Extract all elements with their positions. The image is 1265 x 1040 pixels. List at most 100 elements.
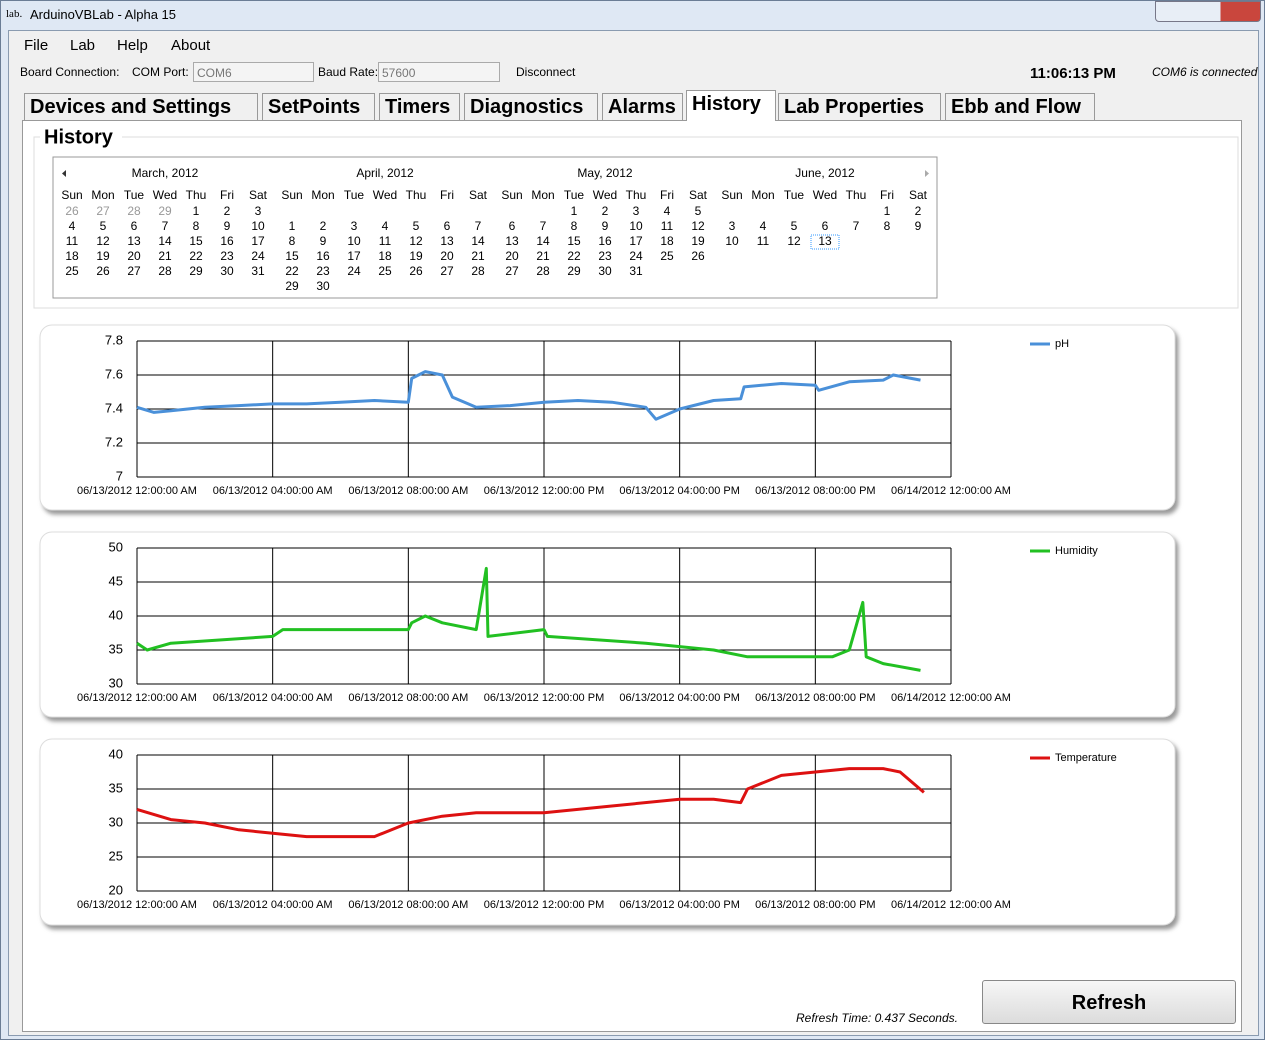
weekday: Sun (721, 188, 742, 202)
day: 1 (571, 204, 578, 218)
menu-item[interactable]: File (24, 37, 49, 54)
day-muted: 26 (65, 204, 79, 218)
com-combo[interactable]: COM6 (193, 62, 314, 82)
day: 13 (505, 234, 519, 248)
day: 12 (691, 219, 705, 233)
weekday: Sun (61, 188, 82, 202)
x-tick-label: 06/13/2012 12:00:00 PM (484, 899, 604, 911)
day: 6 (509, 219, 516, 233)
menu-item[interactable]: Help (117, 37, 148, 54)
tab[interactable]: Alarms (602, 93, 683, 120)
day: 10 (347, 234, 361, 248)
weekday: Sun (281, 188, 302, 202)
app-icon: lab. (6, 8, 23, 20)
board-label: Board Connection: (20, 65, 120, 79)
menu-item[interactable]: Lab (70, 37, 96, 54)
tab[interactable]: Timers (379, 93, 460, 120)
day: 11 (661, 219, 674, 233)
section-title: History (44, 126, 114, 148)
disconnect-button[interactable]: Disconnect (516, 65, 576, 79)
x-tick-label: 06/14/2012 12:00:00 AM (891, 485, 1011, 497)
day: 5 (413, 219, 420, 233)
calendar[interactable] (52, 156, 938, 299)
weekday: Mon (91, 188, 114, 202)
day: 29 (567, 264, 581, 278)
chart-panel (39, 531, 1176, 718)
x-tick-label: 06/13/2012 04:00:00 AM (213, 899, 333, 911)
chart-panel (39, 324, 1176, 511)
day: 27 (440, 264, 454, 278)
x-tick-label: 06/13/2012 04:00:00 AM (213, 692, 333, 704)
month-title: May, 2012 (577, 166, 632, 180)
day: 4 (382, 219, 389, 233)
tab[interactable]: SetPoints (262, 93, 375, 120)
weekday: Wed (373, 188, 397, 202)
tab[interactable]: Diagnostics (464, 93, 598, 120)
day: 28 (536, 264, 550, 278)
tab[interactable]: Devices and Settings (24, 93, 258, 120)
window-controls[interactable] (1155, 1, 1261, 22)
menu-item[interactable]: About (171, 37, 211, 54)
day: 16 (316, 249, 330, 263)
day: 6 (444, 219, 451, 233)
day: 5 (791, 219, 798, 233)
weekday: Thu (406, 188, 427, 202)
day: 18 (65, 249, 79, 263)
day: 10 (251, 219, 265, 233)
month-title: March, 2012 (132, 166, 199, 180)
day: 26 (96, 264, 110, 278)
day: 31 (251, 264, 265, 278)
day: 14 (158, 234, 172, 248)
tab[interactable]: Lab Properties (778, 93, 941, 120)
x-tick-label: 06/13/2012 08:00:00 PM (755, 899, 875, 911)
day: 27 (127, 264, 141, 278)
x-tick-label: 06/14/2012 12:00:00 AM (891, 899, 1011, 911)
day: 2 (320, 219, 327, 233)
day: 20 (505, 249, 519, 263)
day: 11 (757, 234, 770, 248)
day: 19 (691, 234, 705, 248)
calendar-next[interactable] (925, 170, 929, 177)
weekday: Tue (564, 188, 585, 202)
calendar-prev[interactable] (62, 170, 66, 177)
x-tick-label: 06/13/2012 12:00:00 AM (77, 485, 197, 497)
day: 3 (255, 204, 262, 218)
day: 10 (725, 234, 739, 248)
day: 7 (540, 219, 547, 233)
weekday: Sun (501, 188, 522, 202)
y-tick-label: 40 (109, 746, 123, 761)
day: 4 (664, 204, 671, 218)
day: 5 (100, 219, 107, 233)
day: 8 (289, 234, 296, 248)
baud-combo[interactable]: 57600 (378, 62, 500, 82)
x-tick-label: 06/13/2012 04:00:00 AM (213, 485, 333, 497)
day: 9 (320, 234, 327, 248)
weekday: Mon (531, 188, 554, 202)
weekday: Wed (813, 188, 837, 202)
weekday: Sat (469, 188, 488, 202)
day: 5 (695, 204, 702, 218)
tab[interactable]: History (686, 90, 776, 121)
day: 19 (409, 249, 423, 263)
day: 15 (567, 234, 581, 248)
day: 21 (536, 249, 550, 263)
day: 14 (471, 234, 485, 248)
day: 22 (189, 249, 203, 263)
day: 9 (602, 219, 609, 233)
day: 25 (65, 264, 79, 278)
day: 20 (440, 249, 454, 263)
refresh-button[interactable]: Refresh (982, 980, 1236, 1024)
y-tick-label: 7.8 (105, 332, 123, 347)
day: 3 (351, 219, 358, 233)
day-muted: 28 (127, 204, 141, 218)
tab[interactable]: Ebb and Flow (945, 93, 1095, 120)
day: 15 (189, 234, 203, 248)
y-tick-label: 40 (109, 607, 123, 622)
day: 19 (96, 249, 110, 263)
y-tick-label: 7.2 (105, 434, 123, 449)
legend-label: Humidity (1055, 545, 1098, 557)
x-tick-label: 06/13/2012 08:00:00 AM (348, 899, 468, 911)
day: 25 (660, 249, 674, 263)
day: 8 (884, 219, 891, 233)
